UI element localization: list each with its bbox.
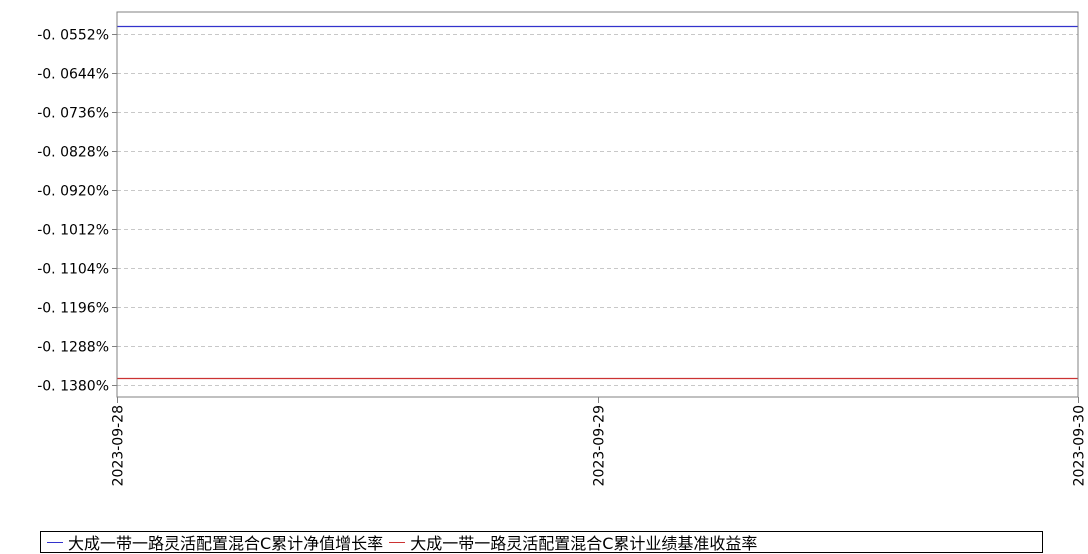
y-tick-label: -0. 0828% — [37, 145, 109, 161]
y-tick-label: -0. 1288% — [37, 340, 109, 356]
legend-item-nav-growth: 大成一带一路灵活配置混合C累计净值增长率 — [47, 530, 383, 554]
legend-swatch-red — [389, 541, 406, 543]
y-axis: -0. 0552% -0. 0644% -0. 0736% -0. 0828% -0. … — [37, 28, 117, 395]
legend-swatch-blue — [47, 541, 63, 543]
plot-frame — [116, 11, 1079, 398]
x-tick-label: 2023-09-29 — [592, 405, 608, 486]
legend-item-benchmark: 大成一带一路灵活配置混合C累计业绩基准收益率 — [389, 530, 757, 554]
legend-label: 大成一带一路灵活配置混合C累计净值增长率 — [68, 534, 384, 553]
grid-lines — [117, 34, 1078, 386]
series-lines — [117, 25, 1078, 380]
y-tick-label: -0. 0552% — [37, 28, 109, 44]
y-tick-label: -0. 0644% — [37, 67, 109, 83]
y-tick-label: -0. 1196% — [37, 301, 109, 317]
x-tick-label: 2023-09-28 — [111, 405, 127, 486]
y-tick-label: -0. 0736% — [37, 106, 109, 122]
line-chart: -0. 0552% -0. 0644% -0. 0736% -0. 0828% -0. … — [37, 11, 1088, 486]
y-tick-label: -0. 1104% — [37, 262, 109, 278]
x-tick-label: 2023-09-30 — [1072, 405, 1088, 486]
y-tick-label: -0. 1380% — [37, 379, 109, 395]
y-tick-label: -0. 0920% — [37, 184, 109, 200]
x-axis: 2023-09-28 2023-09-29 2023-09-30 — [111, 397, 1088, 486]
legend: 大成一带一路灵活配置混合C累计净值增长率 大成一带一路灵活配置混合C累计业绩基准… — [40, 531, 1043, 553]
legend-label: 大成一带一路灵活配置混合C累计业绩基准收益率 — [410, 534, 758, 553]
y-tick-label: -0. 1012% — [37, 223, 109, 239]
